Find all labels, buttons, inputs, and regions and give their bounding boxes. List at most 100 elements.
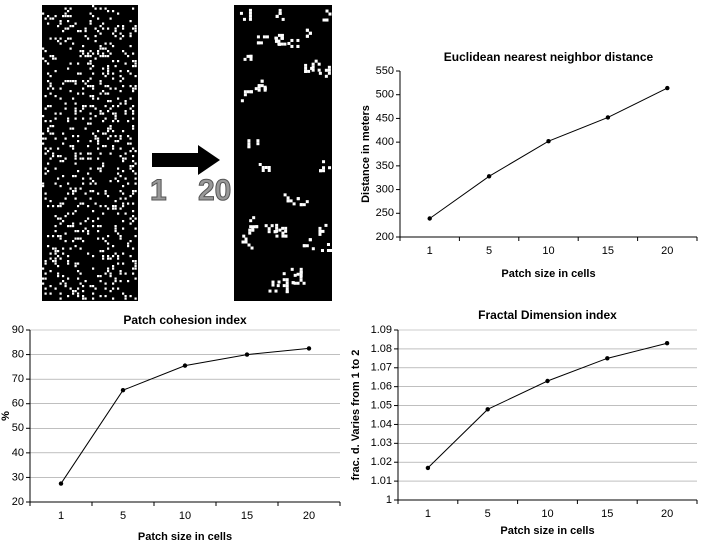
- x-tick-label: 1: [425, 508, 431, 520]
- cell: [274, 289, 278, 293]
- cell: [104, 75, 107, 78]
- cell: [87, 205, 90, 208]
- cell: [104, 272, 107, 275]
- cell: [69, 287, 72, 290]
- cell: [47, 80, 50, 83]
- y-tick-label: 70: [12, 373, 24, 385]
- cell: [72, 240, 75, 243]
- data-point: [605, 115, 611, 120]
- cell: [328, 166, 332, 170]
- cell: [49, 105, 52, 108]
- cell: [92, 97, 95, 100]
- cell: [82, 157, 85, 160]
- cell: [89, 122, 92, 125]
- cell: [47, 105, 50, 108]
- cell: [112, 287, 115, 290]
- cell: [54, 37, 57, 40]
- y-tick-label: 300: [376, 183, 394, 195]
- cell: [89, 62, 92, 65]
- cell: [132, 127, 135, 130]
- cell: [89, 95, 92, 98]
- cell: [84, 30, 87, 33]
- cell: [72, 25, 75, 28]
- cell: [124, 112, 127, 115]
- cell: [132, 117, 135, 120]
- cell: [89, 152, 92, 155]
- cell: [109, 275, 112, 278]
- cell: [102, 27, 105, 30]
- cell: [122, 35, 125, 38]
- cell: [97, 230, 100, 233]
- cell: [62, 132, 65, 135]
- cell: [74, 102, 77, 105]
- cell: [296, 44, 300, 48]
- cell: [44, 50, 47, 53]
- cell: [119, 80, 122, 83]
- cell: [304, 63, 308, 67]
- cell: [109, 290, 112, 293]
- cell: [64, 137, 67, 140]
- cell: [104, 205, 107, 208]
- data-point: [244, 352, 250, 357]
- cell: [129, 85, 132, 88]
- cell: [102, 132, 105, 135]
- cell: [87, 230, 90, 233]
- cell: [109, 17, 112, 20]
- cell: [293, 281, 297, 285]
- cell: [124, 102, 127, 105]
- cell: [84, 27, 87, 30]
- cell: [248, 11, 252, 15]
- cell: [62, 275, 65, 278]
- cell: [44, 95, 47, 98]
- cell: [59, 237, 62, 240]
- cell: [49, 285, 52, 288]
- cell: [325, 18, 329, 22]
- cell: [42, 47, 45, 50]
- cell: [89, 285, 92, 288]
- cell: [124, 62, 127, 65]
- cell: [134, 297, 137, 300]
- cell: [134, 65, 137, 68]
- cell: [112, 112, 115, 115]
- cell: [84, 127, 87, 130]
- cell: [242, 234, 246, 238]
- cell: [311, 68, 315, 72]
- y-tick-label: 30: [12, 471, 24, 483]
- cell: [248, 14, 252, 18]
- cell: [287, 41, 291, 45]
- cell: [102, 52, 105, 55]
- cell: [285, 287, 289, 291]
- cell: [102, 72, 105, 75]
- cell: [276, 284, 280, 288]
- x-tick-label: 1: [58, 510, 64, 522]
- cell: [42, 132, 45, 135]
- cell: [299, 278, 303, 282]
- cell: [79, 157, 82, 160]
- cell: [265, 35, 269, 39]
- cell: [117, 172, 120, 175]
- cell: [132, 192, 135, 195]
- cell: [289, 199, 293, 203]
- cell: [119, 270, 122, 273]
- cell: [42, 115, 45, 118]
- cell: [97, 30, 100, 33]
- cell: [42, 137, 45, 140]
- cell: [92, 285, 95, 288]
- cell: [134, 87, 137, 90]
- cell: [308, 31, 312, 35]
- cell: [271, 280, 275, 284]
- cell: [74, 157, 77, 160]
- cell: [134, 25, 137, 28]
- cell: [134, 267, 137, 270]
- cell: [132, 267, 135, 270]
- cell: [87, 172, 90, 175]
- cell: [248, 228, 252, 232]
- cell: [77, 230, 80, 233]
- x-tick-label: 15: [601, 508, 613, 520]
- cell: [59, 42, 62, 45]
- cell: [102, 120, 105, 123]
- cell: [77, 277, 80, 280]
- cell: [124, 152, 127, 155]
- cell: [132, 190, 135, 193]
- cell: [296, 272, 300, 276]
